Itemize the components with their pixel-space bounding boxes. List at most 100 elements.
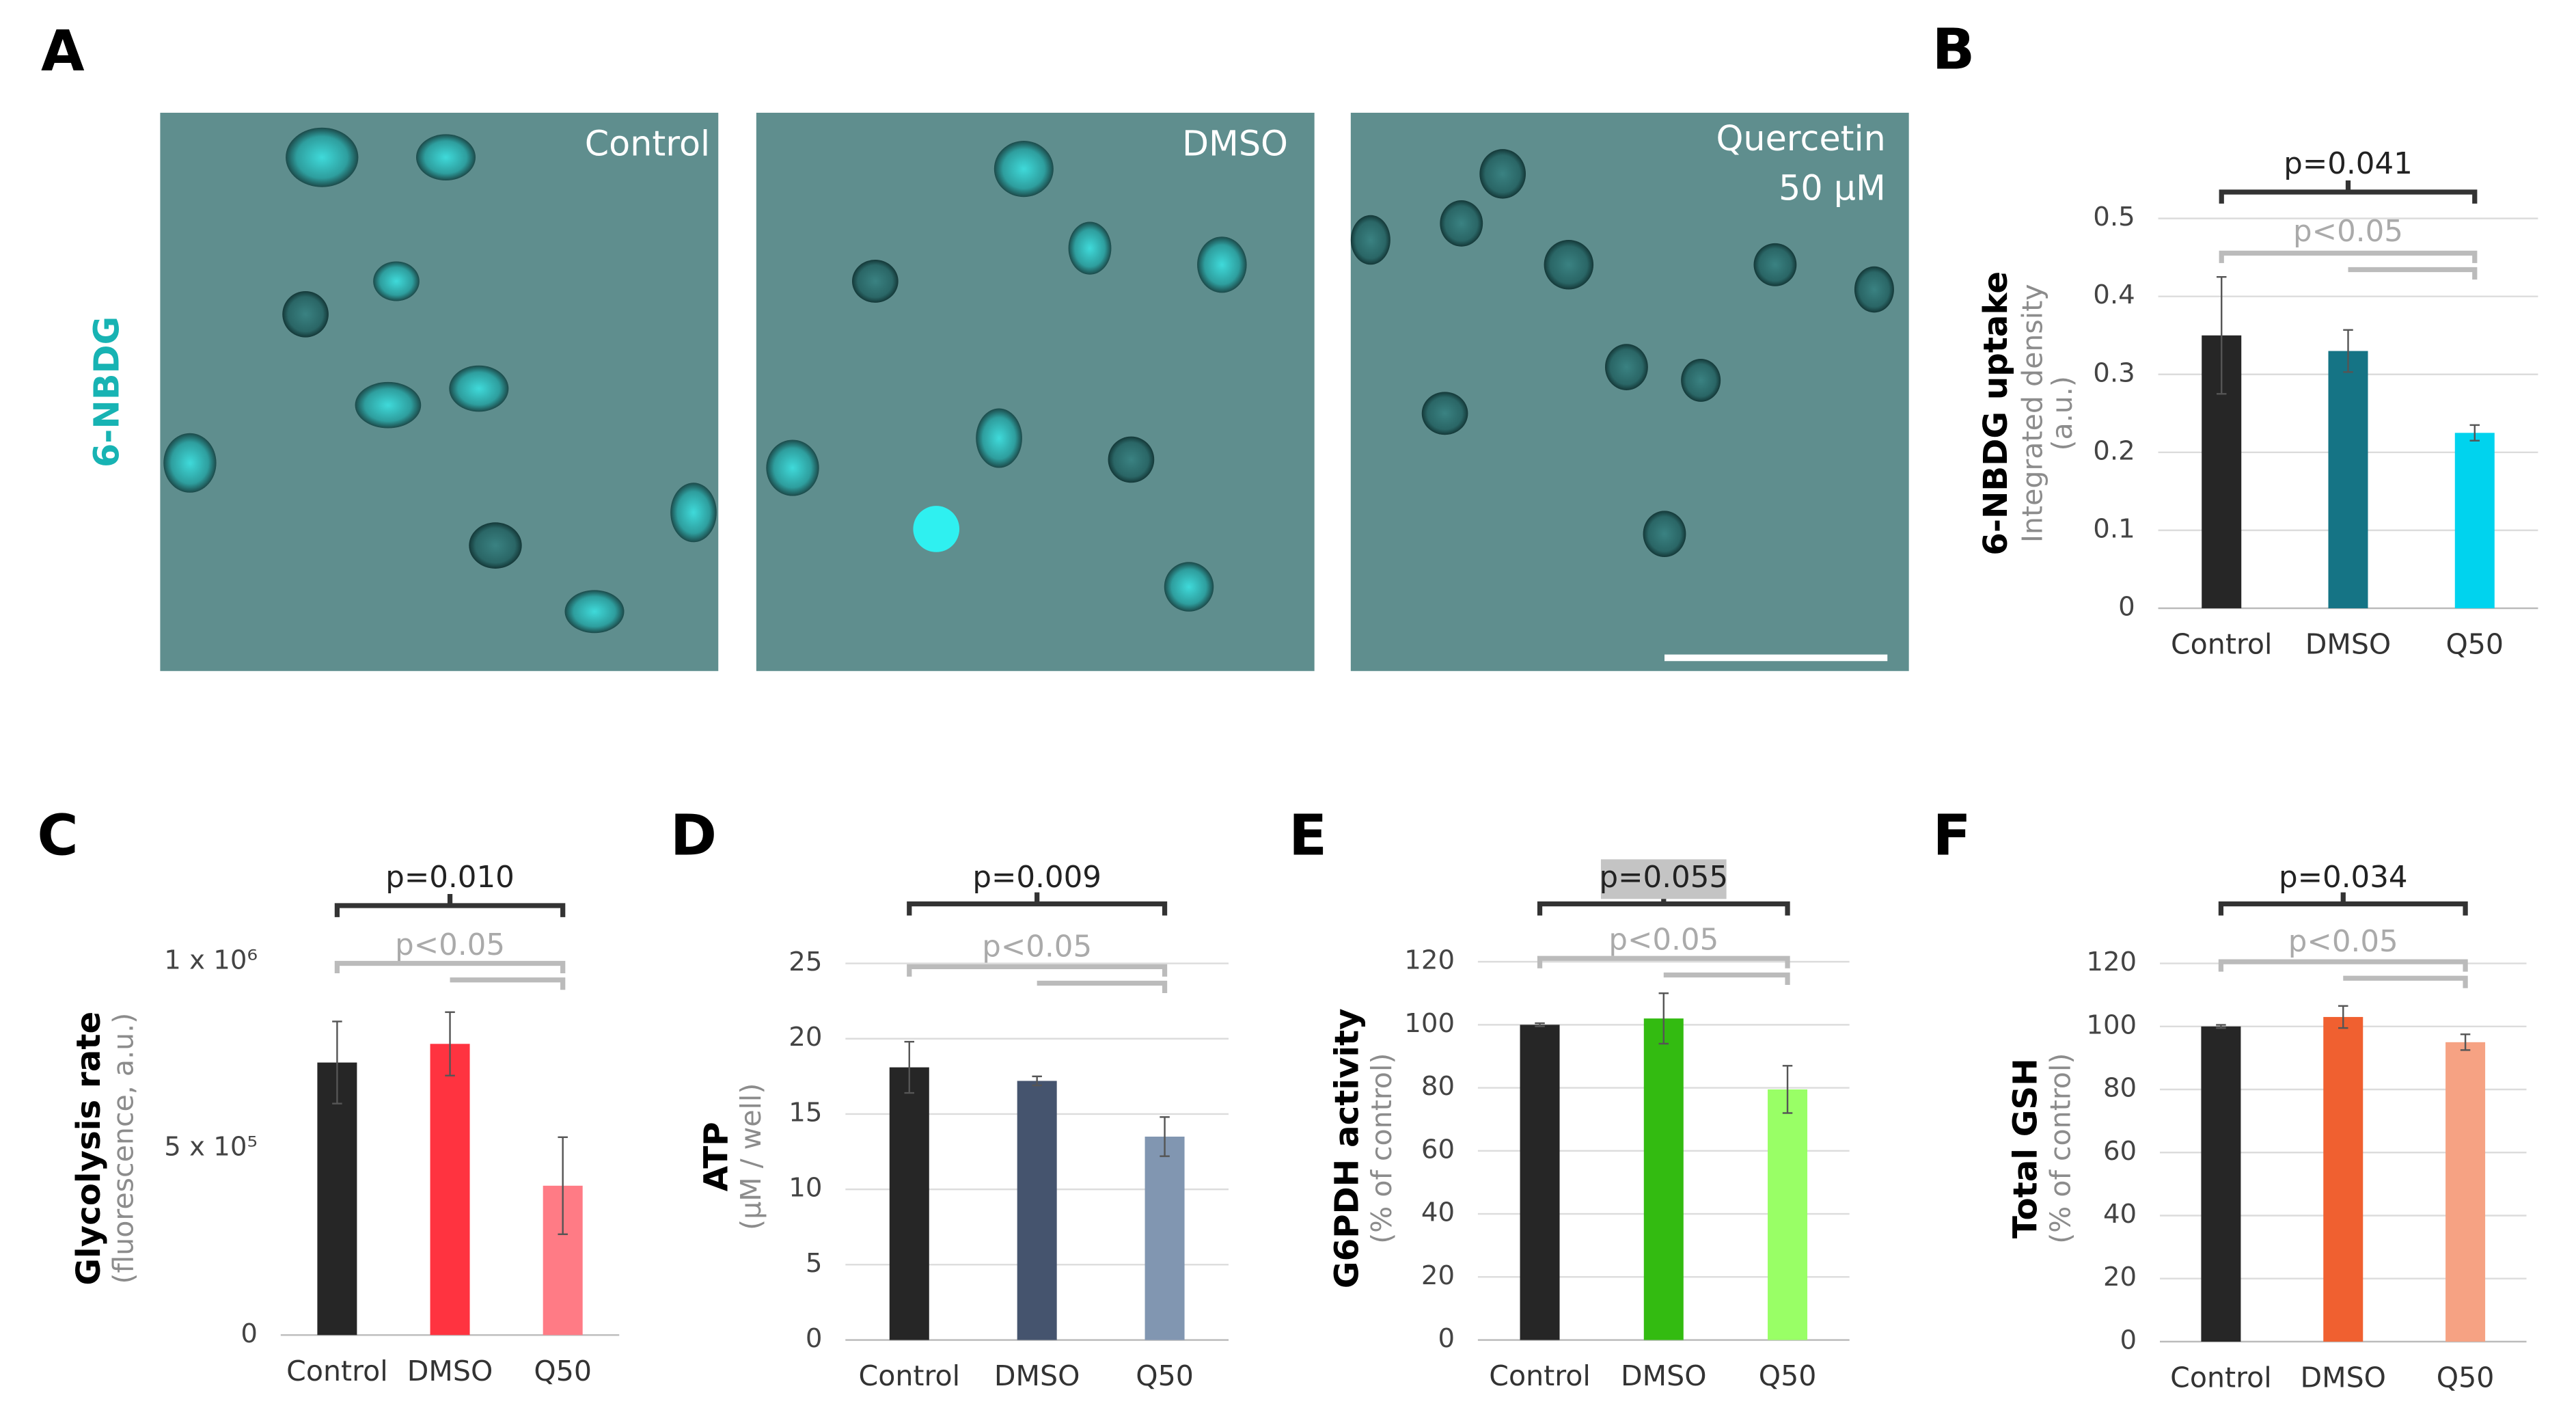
bar	[1520, 1025, 1560, 1340]
y-tick-label: 20	[2103, 1262, 2137, 1292]
y-tick-label: 0	[241, 1318, 258, 1349]
x-tick-label: Control	[2170, 1361, 2271, 1394]
y-tick-label: 0.3	[2093, 357, 2135, 388]
x-tick-label: Control	[286, 1355, 388, 1387]
y-tick-label: 120	[1404, 945, 1455, 976]
y-axis-subtitle: Integrated density	[2016, 284, 2049, 543]
x-tick-label: Q50	[1136, 1359, 1194, 1392]
y-axis-title: 6-NBDG uptake	[1977, 271, 2015, 556]
micrograph	[756, 112, 1315, 671]
image-label: Quercetin	[1716, 118, 1885, 159]
y-tick-label: 60	[2103, 1136, 2137, 1167]
p-value: p=0.041	[2284, 147, 2413, 181]
p-value: p<0.05	[1608, 923, 1718, 958]
p-value: p<0.05	[395, 928, 505, 962]
y-axis-subtitle: (fluorescence, a.u.)	[107, 1013, 140, 1284]
y-axis-title: G6PDH activity	[1328, 1008, 1366, 1288]
y-tick-label: 0.4	[2093, 280, 2135, 310]
y-tick-label: 0.5	[2093, 202, 2135, 232]
y-axis-subtitle: (% of control)	[1365, 1053, 1398, 1244]
y-axis-title: Glycolysis rate	[70, 1012, 108, 1286]
y-tick-label: 15	[789, 1097, 822, 1128]
p-value: p=0.010	[385, 860, 515, 895]
y-tick-label: 40	[2103, 1199, 2137, 1230]
y-tick-label: 60	[1421, 1134, 1455, 1165]
significance-bracket	[907, 964, 1168, 994]
y-tick-label: 10	[789, 1173, 822, 1204]
p-value: p<0.05	[2293, 215, 2403, 249]
y-axis-subtitle: (µM / well)	[735, 1083, 767, 1230]
significance-bracket	[334, 960, 566, 990]
y-tick-label: 0	[2118, 591, 2135, 622]
significance-bracket	[2219, 180, 2478, 204]
image-label: DMSO	[1182, 123, 1288, 163]
bar	[1145, 1137, 1185, 1340]
bar	[2454, 433, 2495, 608]
bar	[2445, 1042, 2486, 1342]
bar	[430, 1044, 470, 1336]
y-tick-label: 0	[1438, 1323, 1455, 1354]
panel-letter: B	[1932, 17, 1975, 82]
x-tick-label: Q50	[2437, 1361, 2495, 1394]
significance-bracket	[2219, 250, 2478, 280]
y-axis-title: Total GSH	[2007, 1058, 2045, 1238]
panel-letter: E	[1289, 804, 1327, 869]
p-value: p=0.034	[2279, 860, 2408, 895]
y-tick-label: 80	[1421, 1071, 1455, 1102]
bar	[317, 1062, 357, 1336]
stain-label: 6-NBDG	[86, 316, 126, 467]
y-tick-label: 0.1	[2093, 513, 2135, 544]
y-tick-label: 100	[2086, 1009, 2137, 1040]
y-axis-subtitle: (a.u.)	[2046, 376, 2079, 450]
bar	[1768, 1089, 1808, 1340]
image-sublabel: 50 µM	[1779, 168, 1886, 208]
panel-letter: D	[670, 804, 717, 869]
y-axis-subtitle: (% of control)	[2044, 1053, 2077, 1244]
micrograph	[160, 112, 719, 671]
x-tick-label: Q50	[2445, 628, 2504, 661]
bar	[889, 1067, 929, 1340]
panel-letter: C	[37, 804, 78, 869]
bar	[1643, 1018, 1684, 1340]
x-tick-label: Control	[859, 1359, 960, 1392]
p-value: p=0.055	[1599, 860, 1728, 895]
x-tick-label: DMSO	[1621, 1359, 1706, 1392]
x-tick-label: DMSO	[2305, 628, 2391, 661]
y-tick-label: 0	[806, 1323, 823, 1354]
x-tick-label: DMSO	[407, 1355, 493, 1387]
y-tick-label: 0.2	[2093, 435, 2135, 466]
significance-bracket	[334, 894, 566, 917]
x-tick-label: Control	[2171, 628, 2272, 661]
significance-bracket	[2218, 892, 2468, 916]
x-tick-label: Q50	[534, 1355, 592, 1387]
bar	[2323, 1016, 2363, 1342]
p-value: p<0.05	[2288, 925, 2398, 959]
p-value: p=0.009	[972, 860, 1101, 895]
significance-bracket	[1537, 956, 1790, 985]
image-label: Control	[585, 123, 710, 163]
significance-bracket	[2218, 959, 2468, 988]
y-tick-label: 20	[789, 1022, 822, 1053]
panel-letter: F	[1932, 804, 1971, 869]
y-tick-label: 100	[1404, 1008, 1455, 1039]
y-tick-label: 20	[1421, 1260, 1455, 1291]
y-tick-label: 1 x 10⁶	[164, 945, 258, 976]
y-tick-label: 5 x 10⁵	[164, 1132, 258, 1163]
x-tick-label: DMSO	[2301, 1361, 2386, 1394]
bar	[2201, 1026, 2241, 1342]
highlight	[1600, 859, 1727, 899]
x-tick-label: Q50	[1759, 1359, 1817, 1392]
bar	[2328, 351, 2368, 608]
y-axis-title: ATP	[697, 1122, 735, 1191]
y-tick-label: 0	[2120, 1325, 2137, 1355]
y-tick-label: 40	[1421, 1197, 1455, 1228]
x-tick-label: Control	[1489, 1359, 1590, 1392]
bar	[1017, 1081, 1057, 1340]
panel-letter: A	[41, 19, 85, 84]
significance-bracket	[907, 892, 1168, 916]
y-tick-label: 25	[789, 947, 822, 977]
y-tick-label: 5	[806, 1248, 823, 1279]
micrograph	[1350, 112, 1909, 671]
x-tick-label: DMSO	[994, 1359, 1080, 1392]
